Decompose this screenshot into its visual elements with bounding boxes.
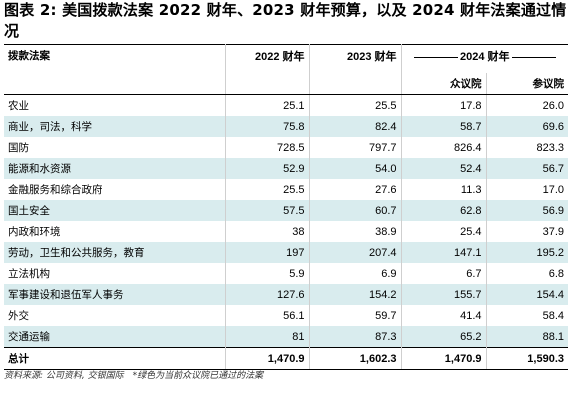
row-category: 能源和水资源 [4, 158, 226, 179]
cell-senate: 56.7 [486, 158, 568, 179]
cell-senate: 195.2 [486, 242, 568, 263]
cell-fy2023: 87.3 [309, 326, 402, 348]
cell-senate: 154.4 [486, 284, 568, 305]
header-fy2024: 2024 财年 [401, 44, 568, 73]
table-row: 外交 56.1 59.7 41.4 58.4 [4, 305, 568, 326]
cell-fy2022: 127.6 [225, 284, 310, 305]
cell-house: 11.3 [401, 179, 487, 200]
table-row: 交通运输 81 87.3 65.2 88.1 [4, 326, 568, 348]
cell-fy2022: 1,470.9 [225, 347, 310, 370]
cell-senate: 69.6 [486, 116, 568, 137]
cell-fy2023: 207.4 [309, 242, 402, 263]
cell-house: 826.4 [401, 137, 487, 158]
cell-fy2022: 52.9 [225, 158, 310, 179]
table-row: 劳动，卫生和公共服务，教育 197 207.4 147.1 195.2 [4, 242, 568, 263]
cell-senate: 88.1 [486, 326, 568, 348]
cell-senate: 1,590.3 [486, 347, 568, 370]
cell-fy2022: 5.9 [225, 263, 310, 284]
cell-house: 41.4 [401, 305, 487, 326]
row-category: 总计 [4, 347, 226, 370]
cell-fy2022: 728.5 [225, 137, 310, 158]
header-house: 众议院 [401, 73, 487, 95]
row-category: 国土安全 [4, 200, 226, 221]
table-row: 军事建设和退伍军人事务 127.6 154.2 155.7 154.4 [4, 284, 568, 305]
table-total-row: 总计 1,470.9 1,602.3 1,470.9 1,590.3 [4, 347, 568, 370]
cell-senate: 823.3 [536, 141, 564, 154]
row-category: 内政和环境 [4, 221, 226, 242]
cell-fy2023: 25.5 [309, 94, 402, 116]
cell-senate: 17.0 [542, 183, 564, 196]
cell-house: 6.7 [401, 263, 487, 284]
cell-house: 25.4 [401, 221, 487, 242]
cell-senate: 56.9 [486, 200, 568, 221]
cell-fy2023: 60.7 [309, 200, 402, 221]
cell-fy2022: 25.5 [225, 179, 310, 200]
cell-fy2022: 197 [225, 242, 310, 263]
cell-fy2023: 82.4 [309, 116, 402, 137]
header-dash-left [413, 56, 458, 58]
row-category: 外交 [4, 305, 226, 326]
cell-fy2023: 154.2 [309, 284, 402, 305]
cell-senate: 58.4 [542, 309, 564, 322]
row-category: 立法机构 [4, 263, 226, 284]
table-header-row: 拨款法案 2022 财年 2023 财年 2024 财年 [4, 44, 568, 73]
header-category: 拨款法案 [4, 44, 226, 73]
cell-house: 155.7 [401, 284, 487, 305]
cell-senate: 26.0 [542, 99, 564, 112]
row-category: 农业 [4, 94, 226, 116]
header-fy2022: 2022 财年 [225, 44, 310, 73]
row-category: 劳动，卫生和公共服务，教育 [4, 242, 226, 263]
cell-house: 147.1 [401, 242, 487, 263]
cell-fy2022: 57.5 [225, 200, 310, 221]
cell-house: 17.8 [401, 94, 487, 116]
cell-fy2023: 38.9 [309, 221, 402, 242]
cell-fy2022: 81 [225, 326, 310, 348]
page-title: 图表 2: 美国拨款法案 2022 财年、2023 财年预算，以及 2024 财… [4, 1, 567, 40]
row-category: 金融服务和综合政府 [4, 179, 226, 200]
cell-fy2023: 797.7 [309, 137, 402, 158]
table-row: 内政和环境 38 38.9 25.4 37.9 [4, 221, 568, 242]
cell-house: 65.2 [401, 326, 487, 348]
header-senate: 参议院 [486, 73, 568, 95]
subheader-empty [309, 73, 402, 95]
table-row: 能源和水资源 52.9 54.0 52.4 56.7 [4, 158, 568, 179]
source-footnote: 资料来源: 公司资料, 交银国际 *绿色为当前众议院已通过的法案 [4, 371, 264, 381]
appropriations-table: 拨款法案 2022 财年 2023 财年 2024 财年 众议院 参议院 农业 2… [4, 44, 568, 370]
cell-fy2022: 38 [225, 221, 310, 242]
table-row: 商业，司法，科学 75.8 82.4 58.7 69.6 [4, 116, 568, 137]
cell-house: 62.8 [401, 200, 487, 221]
cell-fy2023: 54.0 [309, 158, 402, 179]
cell-house: 52.4 [401, 158, 487, 179]
cell-fy2023: 6.9 [309, 263, 402, 284]
subheader-empty [225, 73, 310, 95]
cell-house: 58.7 [401, 116, 487, 137]
header-fy2024-label: 2024 财年 [459, 51, 510, 63]
cell-fy2023: 59.7 [309, 305, 402, 326]
cell-fy2023: 27.6 [309, 179, 402, 200]
cell-house: 1,470.9 [401, 347, 487, 370]
cell-senate: 6.8 [548, 267, 564, 280]
row-category: 商业，司法，科学 [4, 116, 226, 137]
header-dash-right [511, 56, 556, 58]
cell-fy2022: 56.1 [225, 305, 310, 326]
header-fy2023: 2023 财年 [309, 44, 402, 73]
table-row: 国防 728.5 797.7 826.4 823.3 [4, 137, 568, 158]
cell-senate: 37.9 [542, 225, 564, 238]
row-category: 军事建设和退伍军人事务 [4, 284, 226, 305]
cell-fy2023: 1,602.3 [309, 347, 402, 370]
subheader-empty [4, 73, 226, 95]
cell-fy2022: 75.8 [225, 116, 310, 137]
cell-fy2022: 25.1 [225, 94, 310, 116]
table-row: 农业 25.1 25.5 17.8 26.0 [4, 94, 568, 116]
table-row: 国土安全 57.5 60.7 62.8 56.9 [4, 200, 568, 221]
table-row: 立法机构 5.9 6.9 6.7 6.8 [4, 263, 568, 284]
row-category: 国防 [4, 137, 226, 158]
table-row: 金融服务和综合政府 25.5 27.6 11.3 17.0 [4, 179, 568, 200]
table-subheader-row: 众议院 参议院 [4, 73, 568, 95]
row-category: 交通运输 [4, 326, 226, 348]
